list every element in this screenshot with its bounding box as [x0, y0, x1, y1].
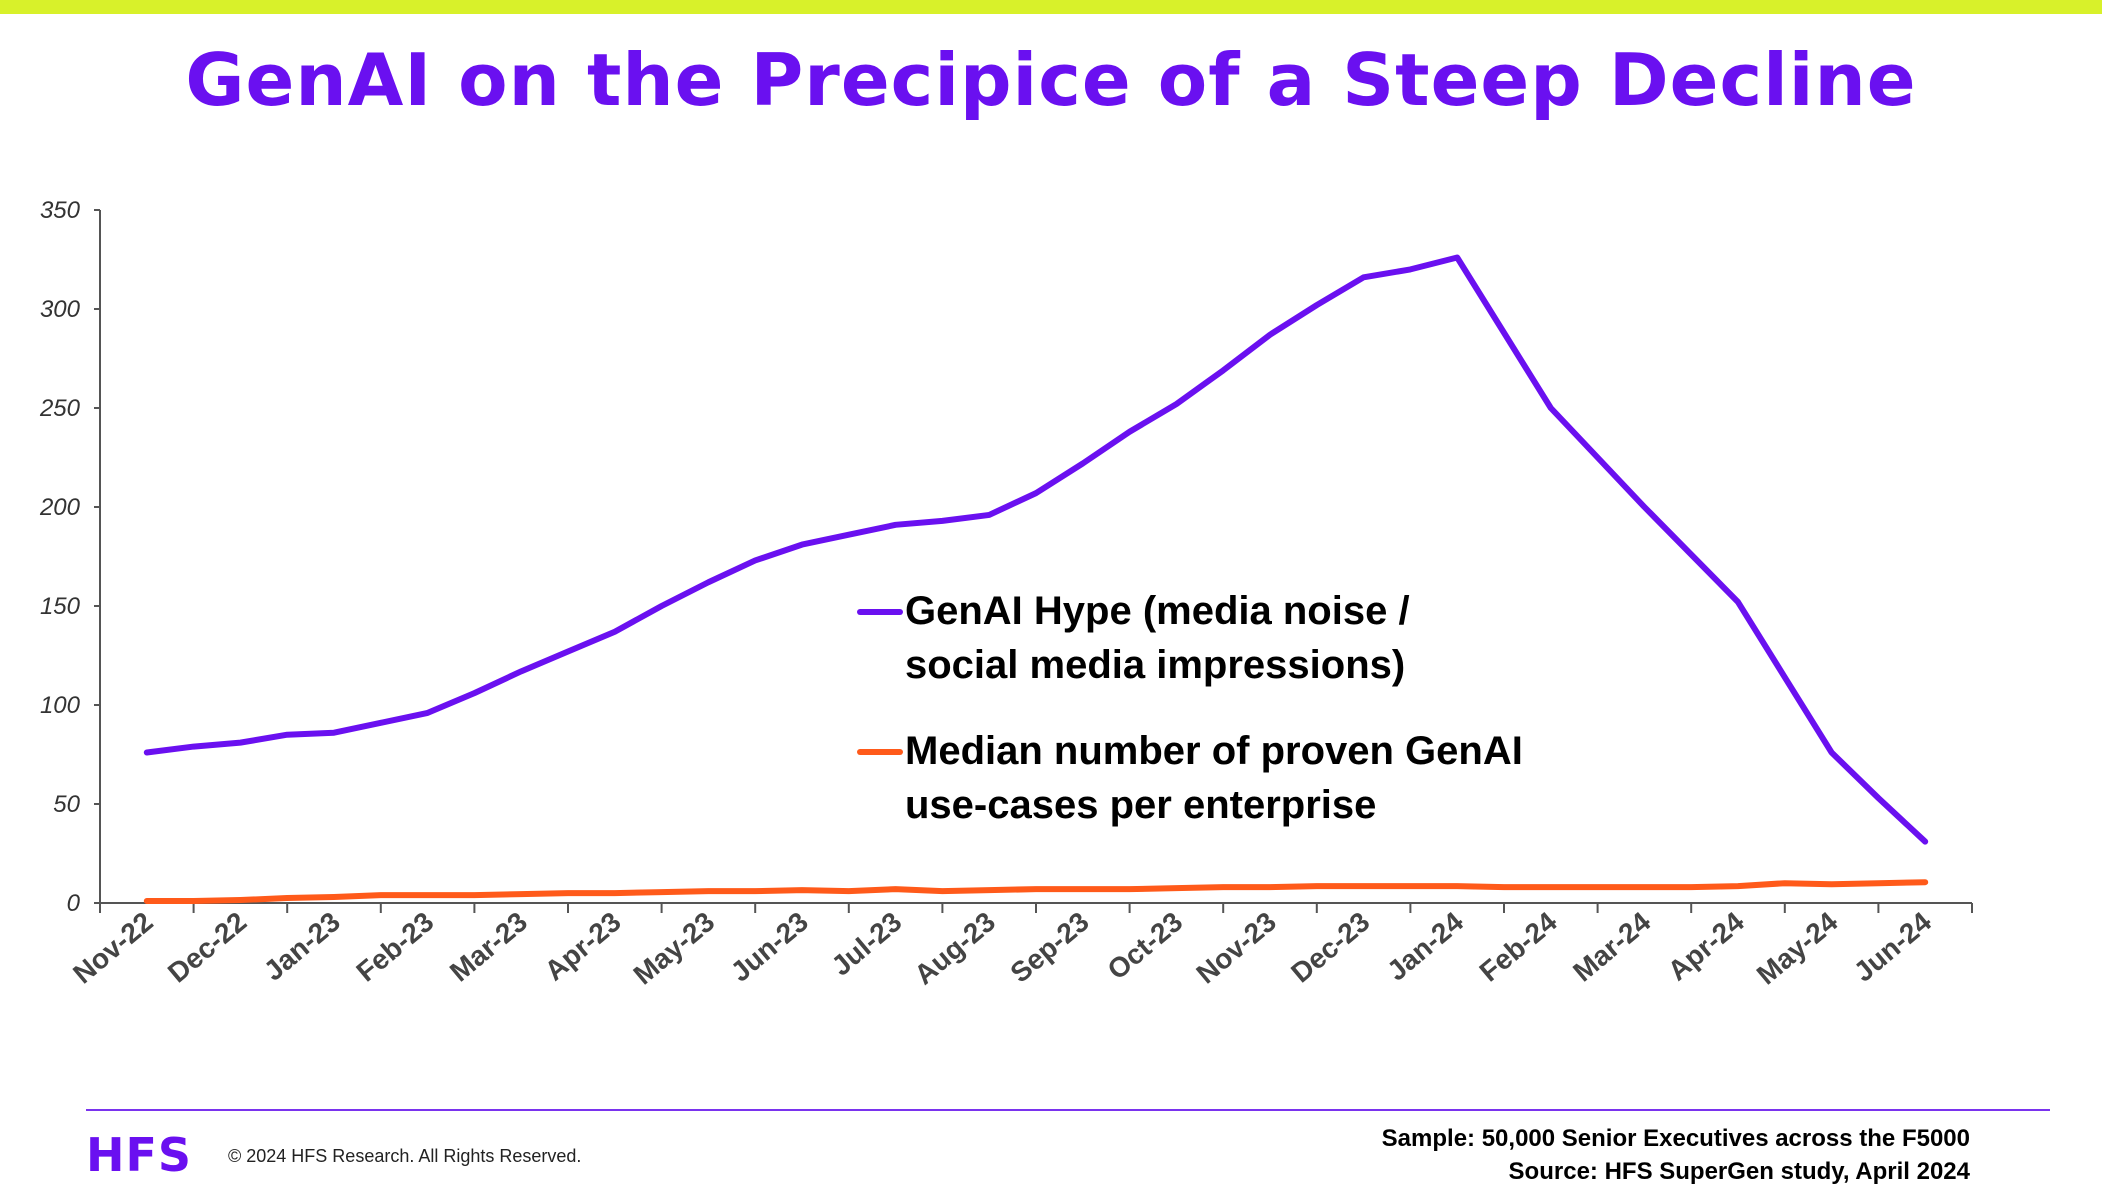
- y-tick-label: 150: [40, 593, 81, 620]
- y-tick-label: 50: [53, 791, 80, 818]
- y-tick-label: 0: [67, 890, 81, 917]
- x-tick-label: Aug-23: [908, 906, 1001, 991]
- x-tick-label: May-24: [1751, 906, 1844, 991]
- series-line-proven-use-cases: [143, 879, 1929, 905]
- legend-label-1: Median number of proven GenAI use-cases p…: [905, 729, 1523, 827]
- hfs-logo: HFS: [86, 1128, 193, 1182]
- footer-divider: [86, 1109, 2050, 1111]
- x-tick-label: Apr-23: [539, 906, 627, 987]
- y-tick-label: 200: [39, 494, 81, 521]
- x-tick-label: Jul-23: [826, 906, 908, 982]
- x-tick-label: Jun-24: [1848, 906, 1937, 988]
- chart-legend: GenAI Hype (media noise / social media im…: [857, 589, 1523, 827]
- x-tick-label: Nov-22: [67, 906, 158, 990]
- source-note: Source: HFS SuperGen study, April 2024: [1508, 1158, 1970, 1185]
- y-tick-label: 250: [39, 395, 81, 422]
- x-tick-label: Jan-23: [258, 906, 346, 987]
- x-tick-label: Mar-23: [444, 906, 533, 988]
- x-tick-label: Dec-22: [162, 906, 252, 989]
- y-tick-label: 300: [40, 296, 81, 323]
- x-tick-label: Dec-23: [1285, 906, 1375, 989]
- slide-title: GenAI on the Precipice of a Steep Declin…: [185, 38, 1917, 122]
- source-notes: Sample: 50,000 Senior Executives across …: [1382, 1122, 1970, 1188]
- x-tick-label: Jan-24: [1381, 906, 1469, 987]
- x-tick-label: Feb-24: [1474, 906, 1563, 988]
- x-tick-label: Nov-23: [1190, 906, 1281, 990]
- copyright-text: © 2024 HFS Research. All Rights Reserved…: [228, 1146, 582, 1166]
- x-tick-label: Jun-23: [725, 906, 814, 988]
- x-tick-label: May-23: [628, 906, 721, 991]
- top-accent-bar: [0, 0, 2102, 14]
- chart-series: [143, 254, 1929, 905]
- legend-label-0: GenAI Hype (media noise / social media im…: [905, 589, 1410, 687]
- x-tick-label: Apr-24: [1662, 906, 1750, 987]
- series-line-genai-hype: [143, 254, 1929, 845]
- y-tick-label: 350: [40, 197, 81, 224]
- sample-note: Sample: 50,000 Senior Executives across …: [1381, 1125, 1970, 1152]
- x-tick-label: Mar-24: [1567, 906, 1656, 988]
- x-tick-label: Sep-23: [1004, 906, 1094, 989]
- y-tick-label: 100: [40, 692, 81, 719]
- x-tick-label: Oct-23: [1102, 906, 1189, 986]
- x-tick-label: Feb-23: [350, 906, 439, 988]
